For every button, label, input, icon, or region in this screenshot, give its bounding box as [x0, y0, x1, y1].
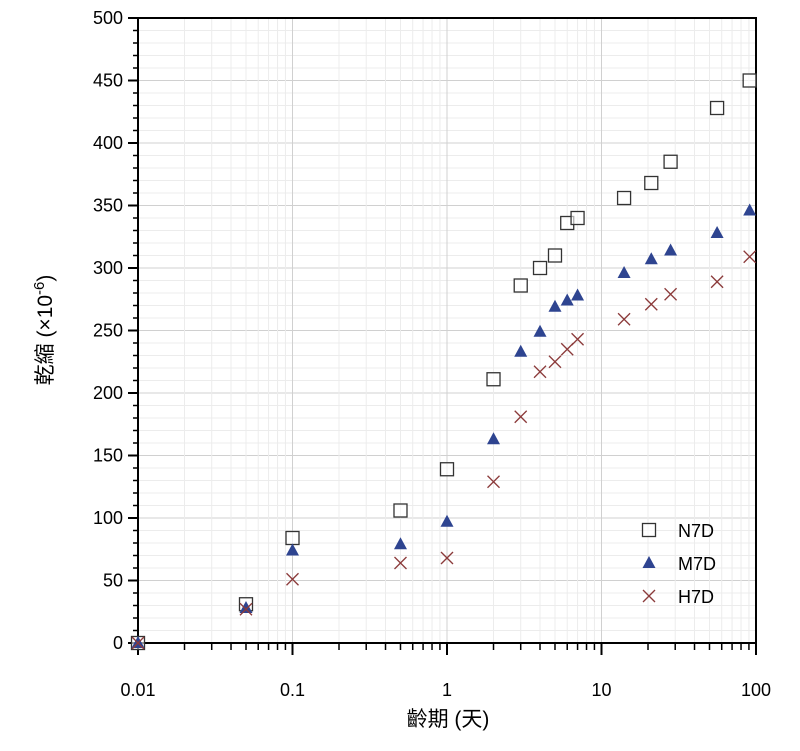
data-point-h7d [533, 365, 547, 379]
y-tick-label: 100 [93, 508, 123, 528]
y-tick-label: 500 [93, 8, 123, 28]
data-point-n7d [644, 175, 659, 191]
x-axis-title: 齡期 (天) [407, 708, 490, 731]
data-point-m7d [571, 288, 585, 301]
data-point-n7d [709, 100, 725, 116]
data-point-m7d [548, 299, 562, 312]
data-point-h7d [743, 250, 757, 264]
x-marker-stroke [394, 556, 407, 570]
x-marker-stroke [286, 572, 299, 586]
data-point-n7d [616, 190, 632, 206]
data-point-n7d [547, 248, 563, 263]
data-point-h7d [548, 355, 562, 369]
legend-label-m7d: M7D [678, 554, 716, 574]
x-marker-stroke [644, 297, 658, 311]
data-points [130, 73, 757, 651]
data-point-h7d [664, 287, 678, 301]
data-point-n7d [439, 462, 455, 477]
x-marker-stroke [239, 602, 253, 616]
data-point-m7d [664, 243, 678, 256]
y-axis-title: 乾縮 (×10-6) [31, 275, 58, 386]
x-marker-stroke [440, 551, 454, 565]
grid [137, 17, 756, 644]
data-point-m7d [239, 601, 253, 613]
y-tick-label: 450 [93, 71, 123, 91]
data-point-n7d [393, 503, 408, 518]
x-tick-label: 1 [442, 680, 452, 700]
data-point-n7d [285, 530, 300, 546]
y-axis-title-exponent: -6 [31, 282, 48, 295]
x-marker-stroke [642, 589, 656, 603]
y-tick-label: 400 [93, 133, 123, 153]
y-tick-label: 200 [93, 383, 123, 403]
data-point-n7d [513, 278, 528, 293]
data-point-m7d [710, 226, 724, 238]
y-axis-title-close: ) [34, 275, 57, 282]
data-point-n7d [570, 210, 585, 226]
legend-marker-m7d [642, 556, 656, 568]
data-point-n7d [486, 372, 501, 387]
data-point-m7d [644, 252, 658, 265]
x-tick-label: 0.01 [120, 680, 155, 700]
x-marker-stroke [664, 287, 678, 301]
y-tick-label: 50 [103, 571, 123, 591]
data-point-h7d [644, 297, 658, 311]
data-point-h7d [710, 275, 724, 289]
x-marker-stroke [548, 355, 562, 369]
x-marker-stroke [617, 312, 631, 326]
data-point-n7d [532, 260, 548, 276]
data-point-m7d [286, 543, 299, 556]
data-point-h7d [571, 332, 585, 346]
data-point-h7d [514, 410, 528, 424]
x-marker-stroke [710, 275, 724, 289]
x-marker-stroke [560, 342, 574, 356]
data-point-h7d [394, 556, 407, 570]
x-tick-label: 10 [591, 680, 611, 700]
data-point-h7d [487, 475, 500, 489]
legend-marker-h7d [642, 589, 656, 603]
x-marker-stroke [743, 250, 757, 264]
data-point-h7d [131, 636, 145, 650]
y-tick-label: 300 [93, 258, 123, 278]
y-tick-label: 150 [93, 446, 123, 466]
legend-marker-n7d [641, 522, 657, 538]
legend-label-h7d: H7D [678, 587, 714, 607]
x-tick-label: 100 [741, 680, 771, 700]
x-marker-stroke [514, 410, 528, 424]
data-point-m7d [743, 203, 757, 216]
data-point-h7d [617, 312, 631, 326]
data-point-h7d [286, 572, 299, 586]
x-marker-stroke [487, 475, 500, 489]
series-h7d [131, 250, 757, 650]
data-point-h7d [560, 342, 574, 356]
legend-label-n7d: N7D [678, 521, 714, 541]
data-point-m7d [533, 324, 547, 337]
data-point-m7d [514, 344, 528, 357]
x-marker-stroke [533, 365, 547, 379]
data-point-m7d [617, 266, 631, 278]
x-tick-label: 0.1 [280, 680, 305, 700]
data-point-n7d [663, 154, 678, 169]
series-m7d [131, 203, 757, 648]
data-point-m7d [440, 514, 454, 527]
legend: N7D M7D H7D [641, 521, 716, 607]
y-tick-label: 350 [93, 196, 123, 216]
x-marker-stroke [131, 636, 145, 650]
y-tick-label: 0 [113, 633, 123, 653]
y-tick-label: 250 [93, 321, 123, 341]
series-n7d [130, 73, 757, 651]
data-point-m7d [393, 537, 407, 550]
data-point-m7d [560, 293, 574, 306]
ticks: 0 50 100 150 200 250 300 350 400 450 500 0.01 0.1 1 10… [93, 8, 771, 700]
data-point-m7d [131, 636, 145, 648]
data-point-m7d [487, 432, 501, 445]
y-axis-title-main: 乾縮 (×10 [34, 295, 57, 385]
data-point-n7d [742, 73, 757, 88]
data-point-h7d [239, 602, 253, 616]
data-point-h7d [440, 551, 454, 565]
x-marker-stroke [571, 332, 585, 346]
